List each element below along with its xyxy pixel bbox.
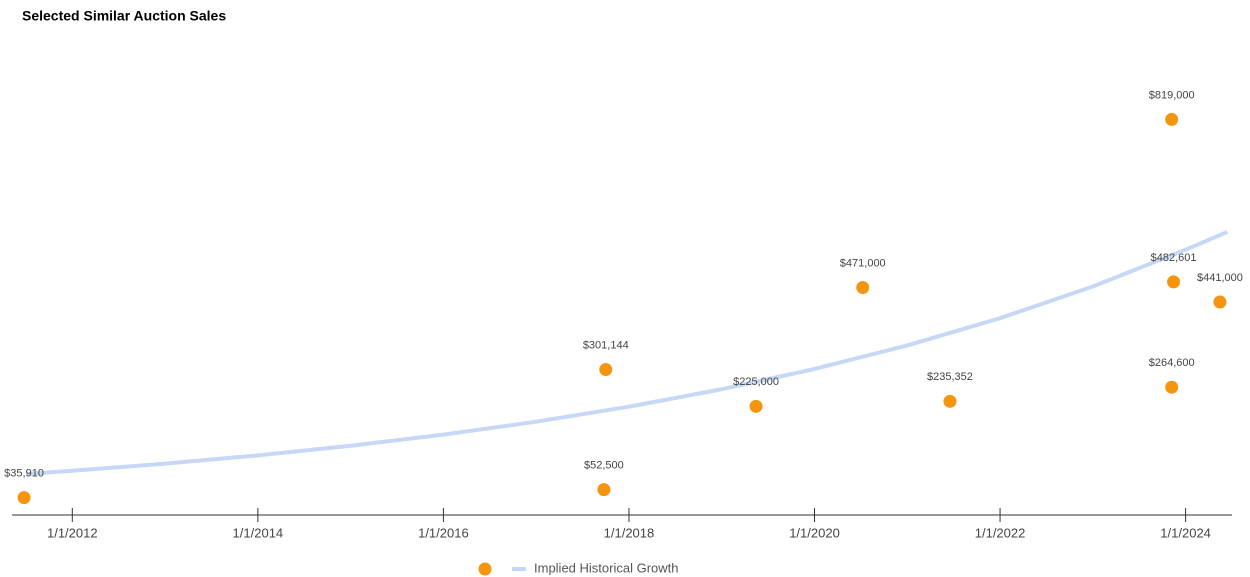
point (749, 399, 763, 413)
point (943, 394, 957, 408)
point (1165, 112, 1179, 126)
point (17, 491, 31, 505)
legend-label: Implied Historical Growth (534, 560, 679, 575)
x-tick-label: 1/1/2012 (47, 525, 98, 540)
data-label: $225,000 (733, 376, 779, 388)
x-tick-label: 1/1/2024 (1160, 525, 1211, 540)
data-label: $441,000 (1197, 272, 1243, 284)
trend-line (25, 230, 1229, 476)
point (597, 483, 611, 497)
x-tick-label: 1/1/2020 (789, 525, 840, 540)
data-label: $235,352 (927, 371, 973, 383)
point (599, 363, 613, 377)
x-tick-label: 1/1/2022 (975, 525, 1026, 540)
x-tick-label: 1/1/2014 (233, 525, 284, 540)
point (1167, 275, 1181, 289)
legend-marker (478, 562, 492, 576)
data-label: $52,500 (584, 460, 624, 472)
data-label: $301,144 (583, 339, 629, 351)
chart-title: Selected Similar Auction Sales (22, 8, 226, 24)
data-label: $471,000 (840, 257, 886, 269)
data-label: $482,601 (1151, 252, 1197, 264)
point (856, 281, 870, 295)
point (1213, 295, 1227, 309)
point (1165, 380, 1179, 394)
data-label: $264,600 (1149, 357, 1195, 369)
data-label: $35,910 (4, 468, 44, 480)
x-tick-label: 1/1/2018 (604, 525, 655, 540)
data-label: $819,000 (1149, 89, 1195, 101)
x-tick-label: 1/1/2016 (418, 525, 469, 540)
